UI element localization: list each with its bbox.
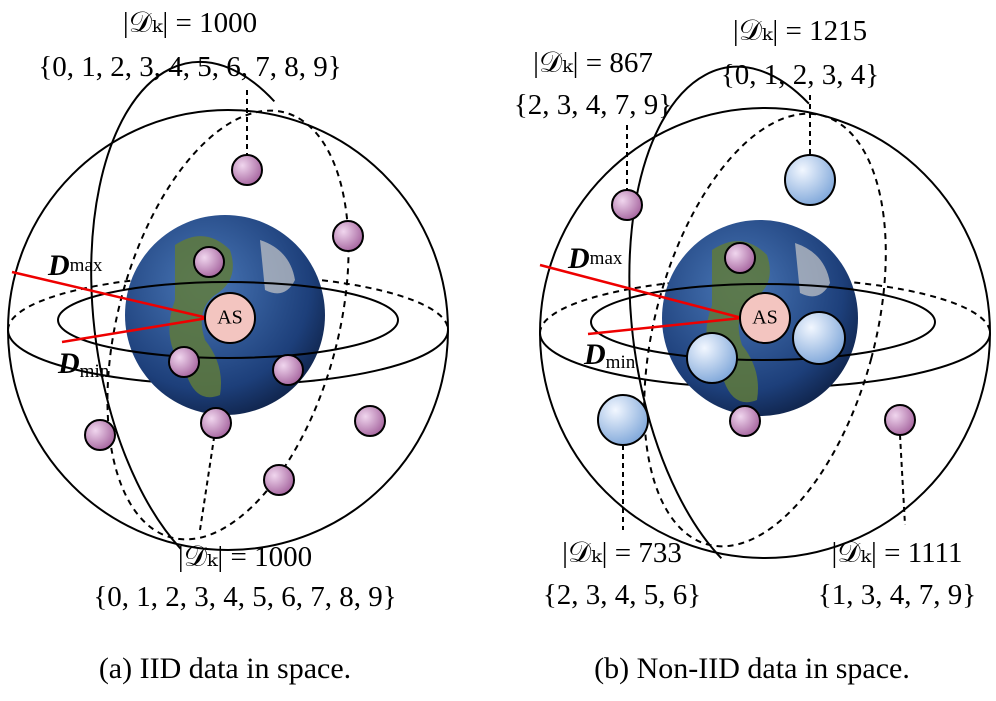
client: [611, 189, 643, 221]
symbol: D: [57, 347, 80, 380]
panel-b: AS Dmax Dmin |𝒟ₖ| = 867 {2, 3, 4, 7, 9} …: [514, 15, 991, 685]
client: [193, 246, 225, 278]
meridian: [90, 60, 276, 550]
class-label: {0, 1, 2, 3, 4, 5, 6, 7, 8, 9}: [93, 581, 396, 613]
subscript: min: [606, 352, 636, 373]
d-max-label: Dmax: [567, 242, 623, 275]
class-label: {0, 1, 2, 3, 4}: [721, 59, 879, 91]
subscript: max: [70, 255, 103, 276]
class-label: {2, 3, 4, 5, 6}: [543, 579, 701, 611]
client: [354, 405, 386, 437]
d-min-line: [587, 316, 743, 336]
d-max-label: Dmax: [47, 249, 103, 282]
size-label: |𝒟ₖ| = 733: [562, 537, 682, 569]
leader: [899, 434, 906, 526]
caption: (b) Non-IID data in space.: [594, 652, 910, 685]
d-min-line: [61, 316, 209, 344]
client-large: [784, 154, 836, 206]
class-label: {1, 3, 4, 7, 9}: [818, 579, 976, 611]
server-label: AS: [752, 307, 778, 329]
client: [332, 220, 364, 252]
symbol: D: [583, 338, 606, 371]
size-label: |𝒟ₖ| = 1111: [832, 537, 963, 569]
client: [84, 419, 116, 451]
size-label: |𝒟ₖ| = 1000: [123, 7, 257, 39]
server-label: AS: [217, 307, 243, 329]
subscript: min: [80, 361, 110, 382]
client: [724, 242, 756, 274]
client-large: [597, 394, 649, 446]
d-min-label: Dmin: [57, 347, 110, 382]
client: [168, 346, 200, 378]
d-max-line: [539, 263, 743, 320]
size-label: |𝒟ₖ| = 1215: [733, 15, 867, 47]
client: [272, 354, 304, 386]
size-label: |𝒟ₖ| = 1000: [178, 541, 312, 573]
server: [204, 292, 256, 344]
d-max-line: [11, 270, 209, 320]
client: [263, 464, 295, 496]
client-large: [792, 311, 846, 365]
orbit: [57, 281, 399, 359]
subscript: max: [590, 248, 623, 269]
leader: [199, 437, 215, 531]
client-large: [686, 332, 738, 384]
server: [739, 292, 791, 344]
panel-a: AS Dmax Dmin |𝒟ₖ| = 1000 {0, 1, 2, 3, 4,…: [7, 7, 449, 685]
class-label: {2, 3, 4, 7, 9}: [514, 89, 672, 121]
orbit: [590, 283, 936, 361]
meridian-back: [643, 112, 887, 548]
client: [729, 405, 761, 437]
symbol: D: [47, 249, 70, 282]
d-min-label: Dmin: [583, 338, 636, 373]
equator-back: [539, 277, 991, 334]
client: [231, 154, 263, 186]
symbol: D: [567, 242, 590, 275]
size-label: |𝒟ₖ| = 867: [533, 47, 653, 79]
class-label: {0, 1, 2, 3, 4, 5, 6, 7, 8, 9}: [38, 51, 341, 83]
client: [884, 404, 916, 436]
client: [200, 407, 232, 439]
caption: (a) IID data in space.: [99, 652, 351, 685]
